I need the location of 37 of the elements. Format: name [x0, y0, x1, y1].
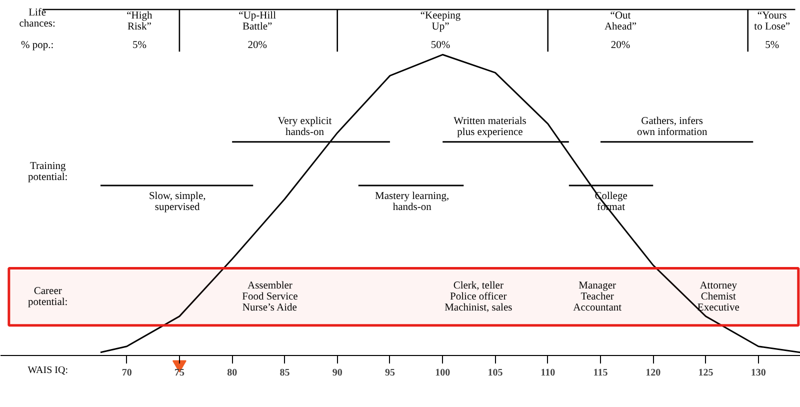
annotation: Clerk, teller Police officer Machinist, sales: [444, 280, 512, 314]
annotation: Written materials plus experience: [454, 116, 526, 138]
x-tick-label: 115: [593, 367, 608, 378]
x-tick-label: 130: [750, 367, 766, 378]
x-tick-label: 80: [227, 367, 238, 378]
text: 20%: [610, 40, 630, 52]
text: “Up-Hill Battle”: [238, 10, 276, 33]
x-tick-label: 120: [646, 367, 661, 378]
annotation: Attorney Chemist Executive: [697, 280, 740, 314]
x-axis-title: WAIS IQ:: [28, 364, 68, 376]
text: 20%: [248, 40, 268, 52]
annotation: Training potential:: [28, 160, 68, 183]
annotation: Manager Teacher Accountant: [573, 280, 622, 314]
x-tick-label: 70: [122, 367, 132, 378]
annotation: Very explicit hands-on: [278, 116, 332, 138]
x-tick-label: 85: [280, 367, 290, 378]
x-tick-label: 125: [698, 367, 714, 378]
x-tick-label: 100: [435, 367, 450, 378]
x-tick-label: 90: [332, 367, 342, 378]
text: % pop.:: [21, 40, 54, 52]
x-tick-label: 105: [488, 367, 503, 378]
x-tick-label: 95: [384, 367, 395, 378]
text: “High Risk”: [126, 10, 154, 33]
text: Life chances:: [19, 8, 56, 30]
annotation: Assembler Food Service Nurse’s Aide: [242, 280, 298, 314]
text: 5%: [132, 40, 147, 52]
text: “Keeping Up”: [420, 10, 462, 33]
text: “Yours to Lose”: [754, 10, 790, 33]
annotation: Slow, simple, supervised: [148, 191, 206, 214]
text: 5%: [765, 40, 780, 52]
text: “Out Ahead”: [604, 10, 637, 33]
annotation: Career potential:: [28, 286, 68, 308]
x-tick-label: 110: [540, 367, 556, 378]
annotation: Gathers, infers own information: [636, 116, 708, 138]
x-tick-label: 75: [174, 367, 184, 378]
text: 50%: [430, 40, 450, 52]
annotation: Mastery learning, hands-on: [375, 191, 450, 214]
